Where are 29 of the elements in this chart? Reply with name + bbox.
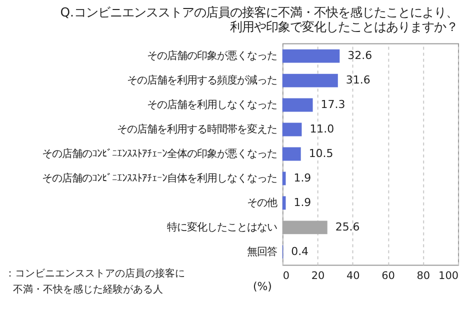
x-tick-label: 80 bbox=[416, 270, 430, 282]
y-tick-label: その店舗のｺﾝﾋﾞﾆｴﾝｽｽﾄｱﾁｪｰﾝ全体の印象が悪くなった bbox=[42, 148, 277, 160]
x-axis-title: (%) bbox=[252, 280, 272, 294]
text: 利用や印象で変化したことはありますか？ bbox=[230, 18, 458, 34]
text: 不満・不快を感じた経験がある人 bbox=[12, 284, 163, 296]
data-label: 25.6 bbox=[335, 220, 360, 234]
data-label: 31.6 bbox=[346, 74, 370, 87]
y-tick-label: 無回答 bbox=[246, 246, 277, 258]
x-tick-label: 0 bbox=[282, 270, 290, 282]
x-tick-label: 100 bbox=[438, 270, 459, 282]
x-tick-label: 40 bbox=[346, 270, 360, 282]
y-tick-label: 特に変化したことはない bbox=[166, 221, 277, 234]
y-tick-label: その店舗の印象が悪くなった bbox=[146, 50, 277, 62]
y-tick-label: その店舗のｺﾝﾋﾞﾆｴﾝｽｽﾄｱﾁｪｰﾝ自体を利用しなくなった bbox=[42, 172, 277, 184]
y-tick-label: その店舗を利用する時間帯を変えた bbox=[116, 124, 277, 136]
data-label: 32.6 bbox=[348, 49, 372, 62]
x-tick-label: 60 bbox=[382, 270, 395, 282]
x-tick-label: 20 bbox=[311, 270, 325, 282]
y-tick-label: その店舗を利用しなくなった bbox=[146, 99, 277, 112]
data-label: 1.9 bbox=[294, 196, 312, 209]
text: ：コンビニエンスストアの店員の接客に bbox=[4, 268, 185, 280]
data-label: 10.5 bbox=[308, 146, 334, 160]
data-label: 0.4 bbox=[291, 244, 309, 258]
text: Q.コンビニエンスストアの店員の接客に不満・不快を感じたことにより、 bbox=[60, 4, 458, 20]
data-label: 1.9 bbox=[294, 171, 312, 184]
y-tick-label: その店舗を利用する頻度が減った bbox=[126, 74, 277, 87]
data-label: 11.0 bbox=[310, 122, 334, 136]
data-label: 17.3 bbox=[320, 98, 346, 112]
y-tick-label: その他 bbox=[246, 196, 277, 209]
